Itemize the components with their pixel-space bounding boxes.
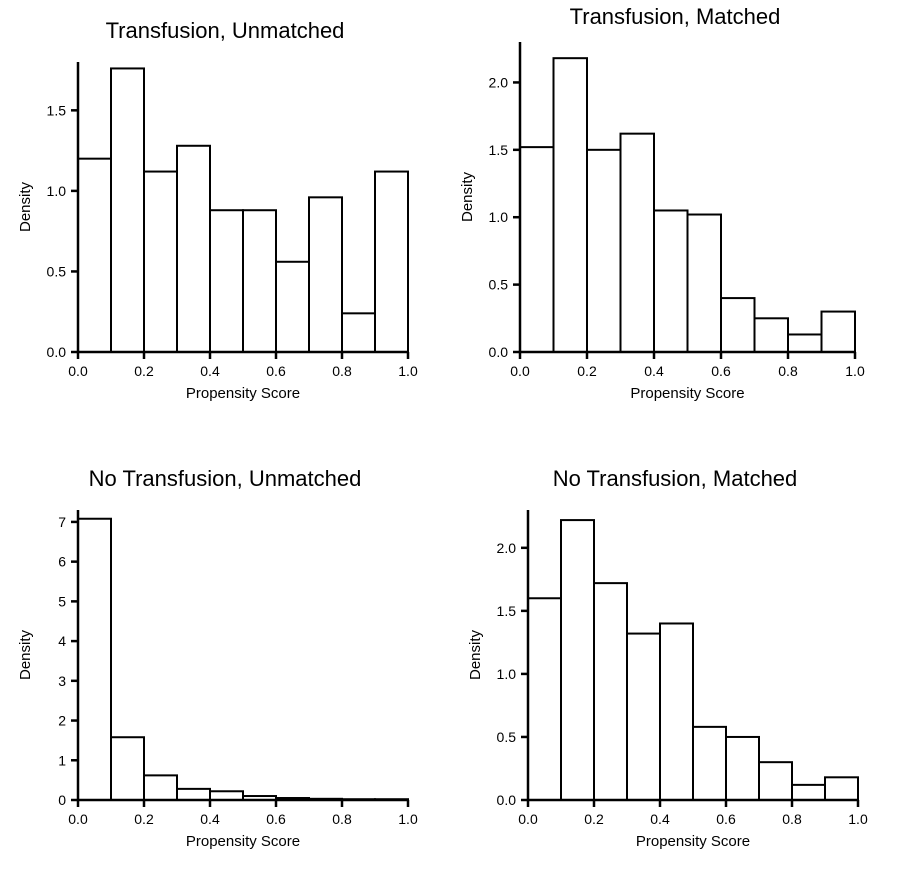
x-tick-label: 0.6: [266, 363, 286, 379]
histogram-bar: [594, 583, 627, 800]
histogram-bar: [561, 520, 594, 800]
x-tick-label: 0.4: [644, 363, 664, 379]
y-tick-label: 5: [58, 593, 66, 609]
y-tick-label: 0.0: [489, 344, 509, 360]
histogram-bar: [210, 791, 243, 800]
x-tick-label: 1.0: [398, 811, 418, 827]
histogram-bar: [111, 737, 144, 800]
histogram-bar: [528, 598, 561, 800]
y-tick-label: 7: [58, 514, 66, 530]
x-tick-label: 0.6: [266, 811, 286, 827]
panel-grid: Transfusion, Unmatched0.00.20.40.60.81.0…: [0, 0, 900, 896]
x-tick-label: 0.2: [584, 811, 604, 827]
histogram-bar: [721, 298, 755, 352]
x-tick-label: 0.8: [782, 811, 802, 827]
x-tick-label: 0.4: [200, 363, 220, 379]
x-tick-label: 0.2: [134, 363, 154, 379]
histogram-bar: [78, 159, 111, 352]
x-tick-label: 0.0: [68, 811, 88, 827]
histogram-bar: [210, 210, 243, 352]
y-axis-label: Density: [17, 181, 34, 232]
histogram-bar: [177, 146, 210, 352]
histogram-bar: [78, 519, 111, 800]
x-tick-label: 0.6: [711, 363, 731, 379]
panel-2: No Transfusion, Unmatched0.00.20.40.60.8…: [0, 448, 450, 896]
histogram-bar: [825, 777, 858, 800]
x-tick-label: 0.8: [332, 363, 352, 379]
histogram-bar: [621, 134, 655, 352]
histogram-bar: [111, 68, 144, 352]
histogram-bar: [627, 634, 660, 800]
y-tick-label: 0.5: [497, 729, 517, 745]
y-tick-label: 0.5: [489, 277, 509, 293]
x-axis-label: Propensity Score: [186, 385, 300, 402]
histogram-bar: [755, 318, 789, 352]
y-tick-label: 1: [58, 752, 66, 768]
x-axis-label: Propensity Score: [630, 385, 744, 402]
histogram-bar: [587, 150, 621, 352]
histogram-bar: [342, 313, 375, 352]
y-tick-label: 0.0: [497, 792, 517, 808]
x-axis-label: Propensity Score: [186, 833, 300, 850]
panel-3: No Transfusion, Matched0.00.20.40.60.81.…: [450, 448, 900, 896]
histogram-plot: 0.0 0.2 0.4 0.6 0.8 1.0 0.0 0.5 1.0 1.5 2.0 Propens…: [450, 448, 900, 896]
x-tick-label: 0.0: [68, 363, 88, 379]
histogram-plot: 0.0 0.2 0.4 0.6 0.8 1.0 0.0 0.5 1.0 1.5 Propensity…: [0, 0, 450, 448]
y-tick-label: 1.5: [497, 603, 517, 619]
x-tick-label: 1.0: [848, 811, 868, 827]
y-tick-label: 0: [58, 792, 66, 808]
x-tick-label: 1.0: [845, 363, 865, 379]
histogram-bar: [792, 785, 825, 800]
y-axis-label: Density: [459, 171, 476, 222]
y-axis-label: Density: [17, 629, 34, 680]
panel-0: Transfusion, Unmatched0.00.20.40.60.81.0…: [0, 0, 450, 448]
histogram-bar: [144, 172, 177, 352]
y-tick-label: 1.0: [47, 183, 67, 199]
histogram-bar: [520, 147, 554, 352]
histogram-bar: [759, 762, 792, 800]
x-tick-label: 1.0: [398, 363, 418, 379]
x-tick-label: 0.2: [577, 363, 597, 379]
x-tick-label: 0.0: [518, 811, 538, 827]
histogram-bar: [309, 197, 342, 352]
histogram-bar: [688, 215, 722, 352]
y-tick-label: 2.0: [497, 540, 517, 556]
y-tick-label: 2.0: [489, 74, 509, 90]
x-tick-label: 0.8: [778, 363, 798, 379]
histogram-bar: [788, 334, 822, 352]
histogram-bar: [693, 727, 726, 800]
histogram-bar: [554, 58, 588, 352]
x-tick-label: 0.6: [716, 811, 736, 827]
figure-page: Transfusion, Unmatched0.00.20.40.60.81.0…: [0, 0, 900, 896]
y-tick-label: 1.0: [489, 209, 509, 225]
histogram-bar: [654, 210, 688, 352]
x-tick-label: 0.2: [134, 811, 154, 827]
panel-1: Transfusion, Matched0.00.20.40.60.81.00.…: [450, 0, 900, 448]
x-tick-label: 0.8: [332, 811, 352, 827]
x-tick-label: 0.4: [650, 811, 670, 827]
histogram-bar: [144, 775, 177, 800]
y-tick-label: 0.5: [47, 263, 67, 279]
histogram-bar: [822, 312, 856, 352]
y-tick-label: 6: [58, 554, 66, 570]
histogram-bar: [375, 172, 408, 352]
x-tick-label: 0.0: [510, 363, 530, 379]
x-tick-label: 0.4: [200, 811, 220, 827]
y-tick-label: 1.5: [489, 142, 509, 158]
histogram-bar: [660, 623, 693, 800]
histogram-plot: 0.0 0.2 0.4 0.6 0.8 1.0 0.0 0.5 1.0 1.5 2.0 Propens…: [450, 0, 900, 448]
y-tick-label: 3: [58, 673, 66, 689]
histogram-bar: [276, 262, 309, 352]
histogram-bar: [726, 737, 759, 800]
y-tick-label: 2: [58, 713, 66, 729]
y-tick-label: 4: [58, 633, 66, 649]
y-axis-label: Density: [467, 629, 484, 680]
y-tick-label: 0.0: [47, 344, 67, 360]
y-tick-label: 1.5: [47, 102, 67, 118]
y-tick-label: 1.0: [497, 666, 517, 682]
histogram-bar: [177, 789, 210, 800]
histogram-bar: [243, 210, 276, 352]
x-axis-label: Propensity Score: [636, 833, 750, 850]
histogram-plot: 0.0 0.2 0.4 0.6 0.8 1.0 0 1 2 3 4 5 6 7 Propensity Sco…: [0, 448, 450, 896]
